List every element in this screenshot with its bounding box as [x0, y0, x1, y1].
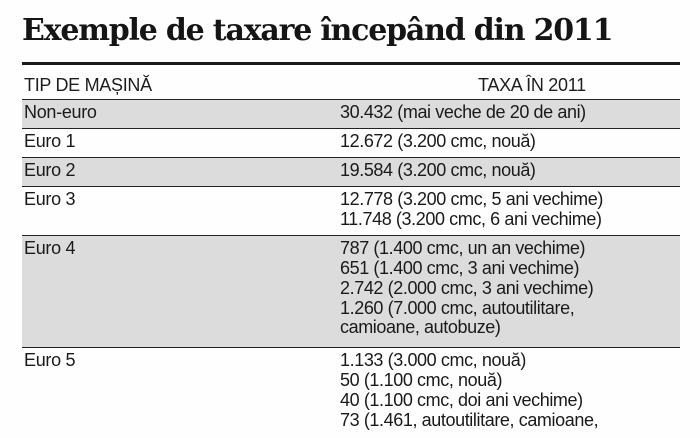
tax-line: 30.432 (mai veche de 20 de ani)	[340, 102, 586, 122]
car-type-cell: Euro 2	[24, 160, 76, 180]
tax-line: 12.672 (3.200 cmc, nouă)	[340, 131, 536, 151]
table-row-non-euro: Non-euro 30.432 (mai veche de 20 de ani)	[22, 99, 680, 128]
tax-cell: 19.584 (3.200 cmc, nouă)	[340, 160, 536, 180]
table-header: TIP DE MAȘINĂ TAXA ÎN 2011	[22, 73, 680, 97]
tax-cell: 12.672 (3.200 cmc, nouă)	[340, 131, 536, 151]
tax-line: 12.778 (3.200 cmc, 5 ani vechime)	[340, 189, 603, 209]
car-type-cell: Euro 3	[24, 189, 76, 209]
tax-cell: 30.432 (mai veche de 20 de ani)	[340, 102, 586, 122]
tax-line: 19.584 (3.200 cmc, nouă)	[340, 160, 536, 180]
table-title: Exemple de taxare începând din 2011	[22, 13, 613, 48]
title-divider	[22, 62, 680, 65]
tax-cell: 1.133 (3.000 cmc, nouă) 50 (1.100 cmc, n…	[340, 350, 599, 430]
tax-line: 2.742 (2.000 cmc, 3 ani vechime)	[340, 278, 594, 298]
car-type-cell: Euro 4	[24, 238, 76, 258]
table-row-euro-5: Euro 5 1.133 (3.000 cmc, nouă) 50 (1.100…	[22, 347, 680, 438]
car-type-cell: Euro 1	[24, 131, 76, 151]
tax-line: 787 (1.400 cmc, un an vechime)	[340, 238, 586, 258]
tax-line: camioane, autobuze)	[340, 317, 501, 337]
tax-line: 1.133 (3.000 cmc, nouă)	[340, 350, 526, 370]
tax-line: 1.260 (7.000 cmc, autoutilitare,	[340, 298, 575, 318]
tax-cell: 787 (1.400 cmc, un an vechime) 651 (1.40…	[340, 238, 594, 337]
table-row-euro-2: Euro 2 19.584 (3.200 cmc, nouă)	[22, 157, 680, 186]
tax-line: 11.748 (3.200 cmc, 6 ani vechime)	[340, 209, 602, 229]
tax-line: 651 (1.400 cmc, 3 ani vechime)	[340, 258, 580, 278]
tax-line: 50 (1.100 cmc, nouă)	[340, 370, 503, 390]
tax-table: Non-euro 30.432 (mai veche de 20 de ani)…	[22, 99, 680, 438]
table-row-euro-3: Euro 3 12.778 (3.200 cmc, 5 ani vechime)…	[22, 186, 680, 235]
column-header-car-type: TIP DE MAȘINĂ	[24, 75, 152, 95]
table-row-euro-1: Euro 1 12.672 (3.200 cmc, nouă)	[22, 128, 680, 157]
car-type-cell: Non-euro	[24, 102, 97, 122]
tax-line: 73 (1.461, autoutilitare, camioane,	[340, 410, 599, 430]
column-header-tax: TAXA ÎN 2011	[478, 75, 586, 95]
table-row-euro-4: Euro 4 787 (1.400 cmc, un an vechime) 65…	[22, 235, 680, 347]
tax-cell: 12.778 (3.200 cmc, 5 ani vechime) 11.748…	[340, 189, 603, 229]
car-type-cell: Euro 5	[24, 350, 76, 370]
tax-line: 40 (1.100 cmc, doi ani vechime)	[340, 390, 583, 410]
